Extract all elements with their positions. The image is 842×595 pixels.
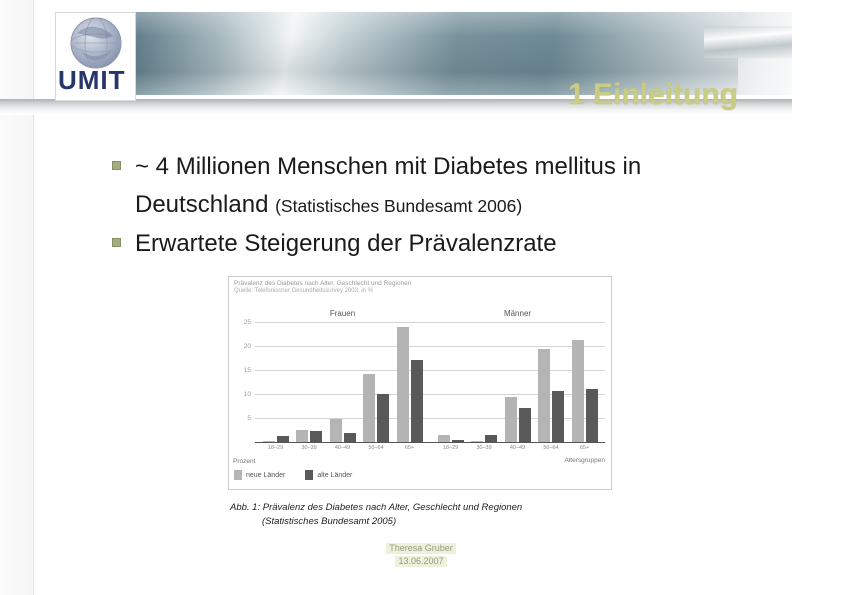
slide-title: 1 Einleitung <box>567 78 738 111</box>
x-tick-label: 40–49 <box>509 445 526 451</box>
bar-alte-länder <box>410 360 423 442</box>
bar-neue-länder <box>262 440 275 442</box>
bar-pair: 65+ <box>396 326 423 451</box>
gridline <box>255 346 605 347</box>
legend-swatch-icon <box>234 470 242 480</box>
bar-alte-länder <box>451 440 464 442</box>
header-separator <box>0 99 792 115</box>
bar-neue-länder <box>396 326 409 442</box>
bar-neue-länder <box>504 396 517 442</box>
legend-label: neue Länder <box>246 471 286 479</box>
y-tick-label: 20 <box>243 343 251 350</box>
group-label: Männer <box>503 309 532 318</box>
footer-author: Theresa Gruber <box>386 543 456 554</box>
bar-neue-länder <box>571 340 584 442</box>
umit-logo-text: UMIT <box>58 65 126 95</box>
x-tick-label: 18–29 <box>442 445 459 451</box>
figure-caption-line2: (Statistisches Bundesamt 2005) <box>262 516 397 527</box>
bar-pair: 50–64 <box>363 374 389 451</box>
chart-panel: Prävalenz des Diabetes nach Alter, Gesch… <box>228 276 612 490</box>
bar-pair: 18–29 <box>262 435 289 451</box>
bar-group-frauen: Frauen 18–29 30–39 40–49 50–64 65+ <box>255 309 430 451</box>
bar-pair: 30–39 <box>471 435 497 451</box>
chart-bars-row: Frauen 18–29 30–39 40–49 50–64 65+ Männer 18–29… <box>255 309 605 451</box>
bar-alte-länder <box>276 435 289 442</box>
gridline <box>255 418 605 419</box>
globe-icon <box>70 17 121 69</box>
y-axis-unit-label: Prozent <box>233 458 256 465</box>
bar-pair: 30–39 <box>296 430 322 451</box>
y-tick-label: 15 <box>243 367 251 374</box>
bar-pair: 40–49 <box>329 419 356 451</box>
slide-left-edge <box>0 0 34 595</box>
y-tick-label: 5 <box>247 415 251 422</box>
bar-neue-länder <box>329 419 342 442</box>
bar-group-maenner: Männer 18–29 30–39 40–49 50–64 65+ <box>430 309 605 451</box>
header-banner <box>60 12 738 95</box>
bar-neue-länder <box>296 430 308 442</box>
legend-label: alte Länder <box>317 471 353 479</box>
x-tick-label: 65+ <box>404 445 415 451</box>
x-tick-label: 50–64 <box>543 445 559 451</box>
bar-alte-länder <box>518 408 531 442</box>
x-tick-label: 30–39 <box>476 445 492 451</box>
bar-alte-länder <box>552 391 564 442</box>
x-axis-label: Altersgruppen <box>564 457 605 464</box>
chart-plot: 5 10 15 20 25 Frauen 18–29 30–39 40–49 50–64 65+ M… <box>244 309 605 451</box>
gridline <box>255 370 605 371</box>
bullet-square-icon <box>112 161 121 170</box>
y-tick-label: 25 <box>243 319 251 326</box>
x-tick-label: 40–49 <box>334 445 351 451</box>
bar-neue-länder <box>471 441 483 442</box>
bullet-square-icon <box>112 238 121 247</box>
bullet-text-2: Erwartete Steigerung der Prävalenzrate <box>135 230 557 257</box>
x-tick-label: 50–64 <box>368 445 384 451</box>
legend-item: neue Länder <box>234 470 285 480</box>
bar-pair: 40–49 <box>504 396 531 451</box>
bullet-list: ~ 4 Millionen Menschen mit Diabetes mell… <box>112 148 760 263</box>
chart-legend: neue Länder alte Länder <box>234 470 352 480</box>
slide-footer: Theresa Gruber 13.06.2007 <box>0 541 842 567</box>
y-tick-label: 10 <box>243 391 251 398</box>
bar-alte-länder <box>343 433 356 442</box>
bar-neue-länder <box>363 374 375 442</box>
bar-alte-länder <box>310 431 322 442</box>
group-label: Frauen <box>329 309 356 318</box>
figure-caption-line1: Abb. 1: Prävalenz des Diabetes nach Alte… <box>230 502 523 513</box>
chart-gridlayer: 5 10 15 20 25 <box>244 319 605 443</box>
bar-neue-länder <box>437 435 450 442</box>
bullet-item-2: Erwartete Steigerung der Prävalenzrate <box>112 225 760 263</box>
chart-subtitle: Quelle: Telefonischer Gesundheitssurvey … <box>234 288 373 294</box>
x-tick-label: 65+ <box>579 445 590 451</box>
gridline <box>255 322 605 323</box>
bar-pair: 18–29 <box>437 435 464 451</box>
bar-alte-länder <box>377 394 389 442</box>
legend-swatch-icon <box>305 470 314 480</box>
bullet-item-1: ~ 4 Millionen Menschen mit Diabetes mell… <box>112 148 760 225</box>
bar-pair: 50–64 <box>538 348 564 451</box>
chart-title: Prävalenz des Diabetes nach Alter, Gesch… <box>234 280 412 287</box>
footer-date: 13.06.2007 <box>395 556 447 567</box>
bar-alte-länder <box>585 388 598 442</box>
bar-neue-länder <box>538 348 550 442</box>
x-tick-label: 18–29 <box>267 445 284 451</box>
bullet-note-1: (Statistisches Bundesamt 2006) <box>275 196 523 216</box>
gridline <box>255 394 605 395</box>
bar-pair: 65+ <box>571 340 598 451</box>
legend-item: alte Länder <box>305 470 352 480</box>
x-tick-label: 30–39 <box>301 445 317 451</box>
bullet-text-1: ~ 4 Millionen Menschen mit Diabetes mell… <box>135 153 642 218</box>
header-banner-corner <box>704 26 792 58</box>
umit-logo: UMIT <box>55 12 136 101</box>
bar-alte-länder <box>485 435 497 442</box>
